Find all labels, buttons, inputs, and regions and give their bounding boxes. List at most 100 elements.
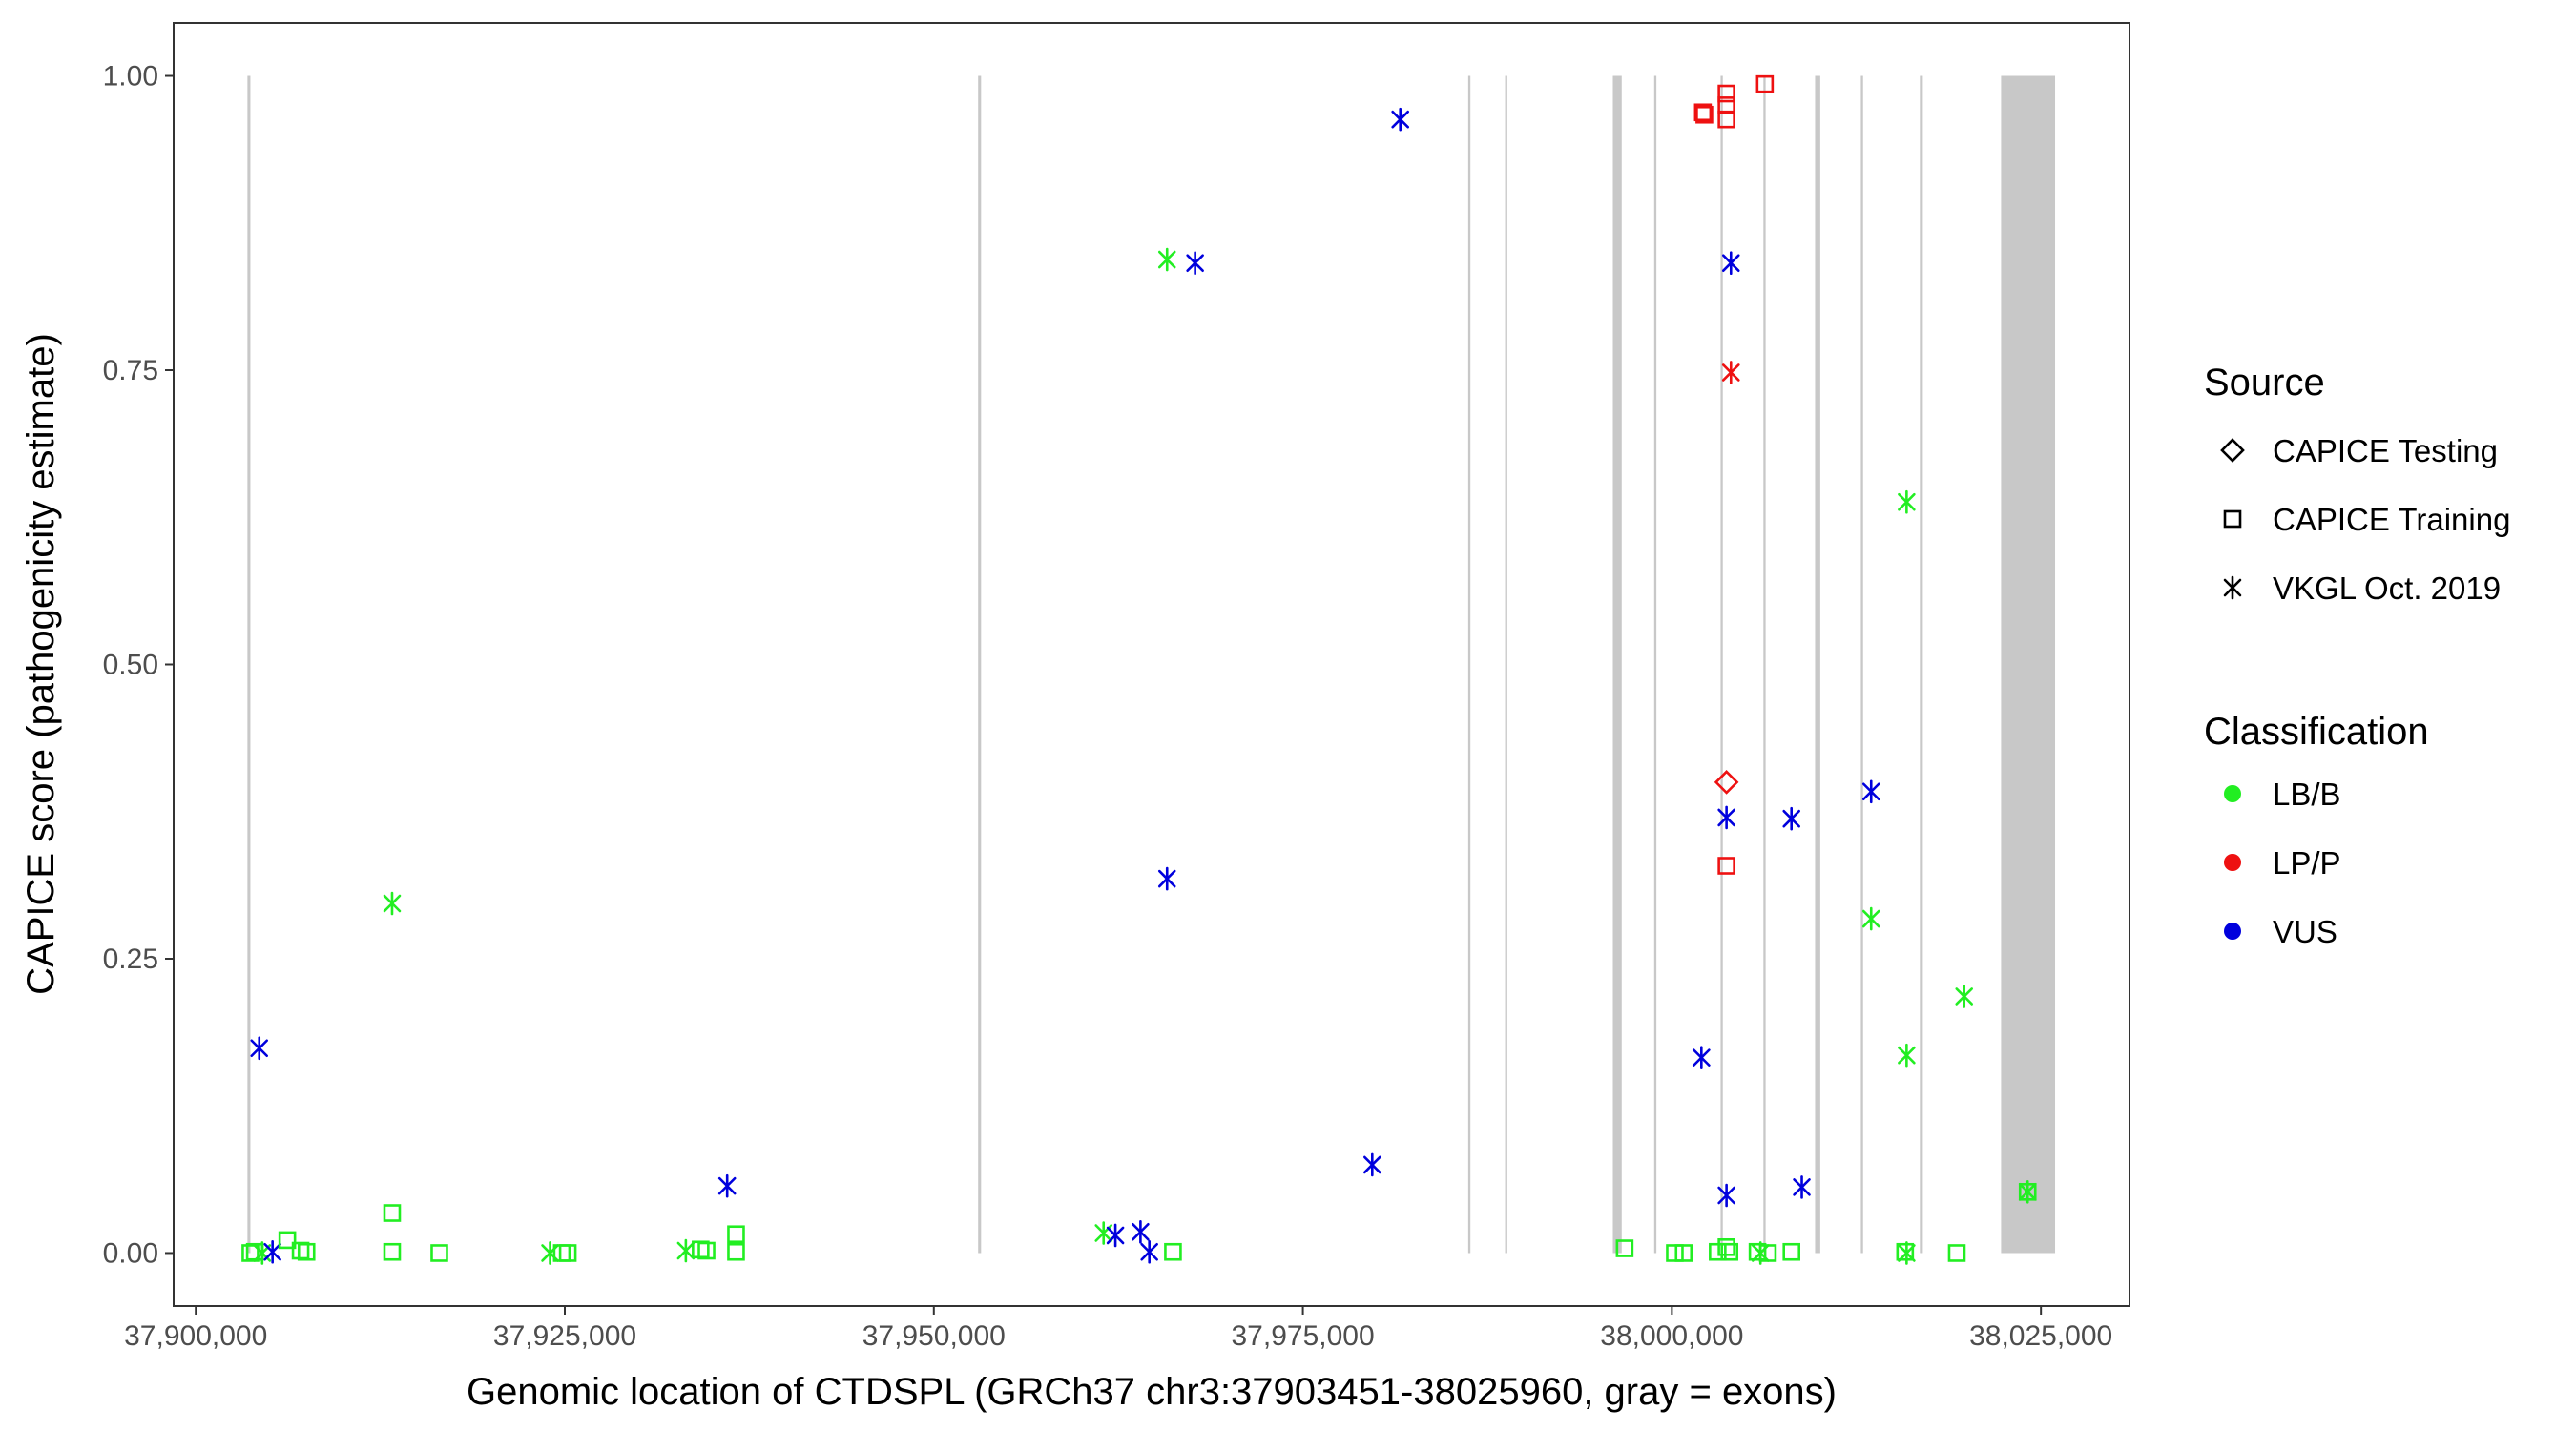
y-axis-title: CAPICE score (pathogenicity estimate) — [20, 333, 62, 995]
x-axis: 37,900,000 37,925,000 37,950,000 37,975,000… — [124, 1306, 2112, 1352]
data-point-square-lbb — [1782, 1242, 1800, 1261]
data-point-asterisk-vus — [1861, 779, 1880, 804]
data-point-square-lbb — [1164, 1242, 1182, 1261]
data-point-asterisk-vus — [1363, 1152, 1381, 1177]
data-point-asterisk-vus — [250, 1036, 269, 1061]
legend-dot-icon — [2224, 923, 2241, 940]
data-point-square-lbb — [1674, 1244, 1693, 1262]
legend-source-label: CAPICE Training — [2273, 502, 2510, 537]
y-tick-label: 0.50 — [103, 650, 158, 681]
legend-source-entries: CAPICE Testing CAPICE Training VKGL Oct. 2… — [2220, 433, 2510, 606]
x-tick-label: 37,950,000 — [862, 1320, 1006, 1352]
data-point-square-lbb — [1720, 1242, 1739, 1261]
exon-band-12 — [2001, 75, 2056, 1254]
exon-band-4 — [1505, 75, 1507, 1254]
legend-source-label: CAPICE Testing — [2273, 433, 2498, 468]
legend-diamond-icon — [2220, 438, 2245, 463]
legend-source-item: CAPICE Training — [2223, 502, 2510, 537]
exon-band-9 — [1815, 75, 1820, 1254]
x-tick-label: 37,925,000 — [493, 1320, 636, 1352]
data-point-asterisk-lbb — [676, 1238, 696, 1263]
data-point-square-lpp — [1717, 84, 1735, 103]
y-tick-label: 0.75 — [103, 355, 158, 386]
data-point-square-lpp — [1693, 103, 1713, 122]
x-tick-label: 38,025,000 — [1969, 1320, 2112, 1352]
data-point-asterisk-lbb — [1898, 1241, 1916, 1265]
x-tick-label: 37,975,000 — [1232, 1320, 1375, 1352]
exon-band-10 — [1860, 75, 1863, 1254]
legend-asterisk-icon — [2223, 575, 2242, 600]
data-point-asterisk-vus — [263, 1239, 281, 1264]
data-point-asterisk-vus — [1717, 805, 1735, 830]
exon-band-7 — [1720, 75, 1723, 1254]
legend-classification-label: VUS — [2273, 914, 2337, 949]
data-point-square-lbb — [2018, 1183, 2037, 1201]
exon-band-6 — [1653, 75, 1657, 1254]
legend-classification-item: LB/B — [2224, 777, 2341, 812]
legend-source-label: VKGL Oct. 2019 — [2273, 570, 2501, 606]
exon-bands — [247, 75, 2056, 1254]
x-tick-label: 38,000,000 — [1600, 1320, 1743, 1352]
legend-dot-icon — [2224, 854, 2241, 871]
data-point-square-lbb — [727, 1225, 745, 1244]
legend-classification-item: LP/P — [2224, 845, 2341, 881]
data-point-asterisk-vus — [1157, 866, 1176, 891]
y-tick-label: 1.00 — [103, 61, 158, 93]
data-point-asterisk-vus — [1132, 1219, 1150, 1244]
data-point-asterisk-lbb — [383, 891, 402, 916]
data-point-square-lpp — [1755, 74, 1775, 93]
data-point-asterisk-lbb — [1157, 247, 1176, 272]
data-point-asterisk-lbb — [1861, 906, 1880, 931]
legend: Source CAPICE Testing CAPICE Training VKGL… — [2204, 362, 2510, 949]
data-point-square-lpp — [1717, 110, 1735, 129]
exon-band-11 — [1920, 75, 1923, 1254]
data-point-square-lbb — [1717, 1238, 1735, 1256]
data-point-asterisk-vus — [1793, 1175, 1811, 1199]
x-axis-title: Genomic location of CTDSPL (GRCh37 chr3:… — [467, 1371, 1837, 1413]
data-point-square-lbb — [383, 1204, 402, 1222]
data-point-square-lbb — [1748, 1242, 1767, 1261]
exon-band-5 — [1612, 75, 1622, 1254]
data-point-square-lbb — [727, 1242, 745, 1261]
data-point-asterisk-vus — [717, 1173, 737, 1198]
legend-classification-label: LP/P — [2273, 845, 2341, 881]
data-point-square-lbb — [297, 1242, 316, 1261]
data-point-asterisk-vus — [1717, 1183, 1735, 1208]
data-point-square-lbb — [1615, 1239, 1634, 1257]
data-point-square-lbb — [1896, 1242, 1915, 1261]
exon-band-2 — [978, 75, 982, 1254]
data-point-square-lbb — [278, 1231, 297, 1250]
y-axis: 0.00 0.25 0.50 0.75 1.00 — [103, 61, 174, 1269]
y-tick-label: 0.00 — [103, 1237, 158, 1269]
exon-band-3 — [1467, 75, 1471, 1254]
legend-source-title: Source — [2204, 362, 2325, 404]
data-point-square-lpp — [1717, 857, 1735, 875]
data-point-asterisk-vus — [1391, 107, 1409, 132]
data-point-square-lbb — [1947, 1244, 1966, 1262]
exon-band-1 — [247, 75, 251, 1254]
data-point-asterisk-vus — [1693, 1046, 1711, 1069]
data-point-square-lpp — [1695, 105, 1714, 124]
data-point-asterisk-vus — [1140, 1239, 1158, 1264]
data-point-square-lbb — [1758, 1244, 1777, 1262]
y-tick-label: 0.25 — [103, 944, 158, 975]
legend-source-item: VKGL Oct. 2019 — [2223, 570, 2501, 606]
data-point-diamond-lpp — [1714, 770, 1739, 795]
data-point-asterisk-lbb — [1898, 1043, 1916, 1068]
data-point-asterisk-vus — [1721, 251, 1740, 276]
data-point-square-lbb — [697, 1241, 716, 1260]
data-point-square-lbb — [383, 1242, 402, 1261]
data-point-square-lbb — [430, 1244, 448, 1262]
data-point-asterisk-vus — [1106, 1223, 1125, 1248]
data-points — [241, 74, 2037, 1265]
data-point-asterisk-vus — [1782, 806, 1800, 831]
data-point-asterisk-vus — [1186, 251, 1204, 276]
legend-classification-entries: LB/B LP/P VUS — [2224, 777, 2341, 949]
data-point-asterisk-lbb — [1955, 985, 1974, 1008]
x-tick-label: 37,900,000 — [124, 1320, 267, 1352]
legend-square-icon — [2223, 509, 2242, 529]
legend-classification-item: VUS — [2224, 914, 2337, 949]
legend-dot-icon — [2224, 785, 2241, 802]
